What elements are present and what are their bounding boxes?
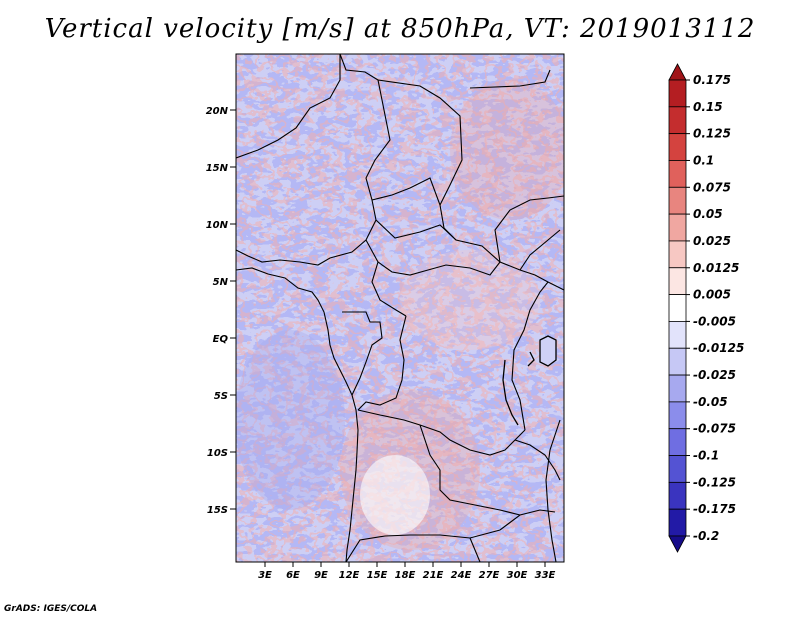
colorbar-swatch [668,106,687,135]
svg-text:5N: 5N [213,277,229,288]
svg-text:12E: 12E [339,570,360,581]
colorbar-label: 0.125 [693,127,731,141]
map-frame [235,53,565,563]
colorbar-label: -0.075 [693,422,736,436]
svg-text:20N: 20N [206,106,229,117]
colorbar-swatch [668,294,687,322]
colorbar-label: -0.05 [693,395,728,409]
lon-tick-18e: 18E [395,562,416,581]
svg-text:9E: 9E [314,570,328,581]
colorbar-label: -0.2 [693,529,719,543]
lon-tick-30e: 30E [507,562,528,581]
svg-text:6E: 6E [286,570,300,581]
colorbar-label: -0.025 [693,368,736,382]
lat-tick-20n: 20N [206,106,236,117]
lat-tick-10s: 10S [207,448,236,459]
colorbar-label: 0.1 [693,153,714,167]
colorbar-label: -0.0125 [693,341,744,355]
colorbar-swatch [668,428,687,456]
svg-text:3E: 3E [258,570,272,581]
lat-tick-5n: 5N [213,277,236,288]
colorbar-swatch [668,213,687,242]
colorbar-label: 0.0125 [693,261,739,275]
svg-text:24E: 24E [451,570,472,581]
colorbar-labels: 0.175 0.15 0.125 0.1 0.075 0.05 0.025 0.0125 0.0… [686,73,744,543]
svg-text:10S: 10S [207,448,228,459]
lon-tick-33e: 33E [535,562,556,581]
colorbar-label: 0.005 [693,288,731,302]
colorbar-label: 0.075 [693,180,731,194]
svg-text:33E: 33E [535,570,556,581]
colorbar-label: -0.1 [693,449,719,463]
lat-tick-15n: 15N [206,163,236,174]
lon-tick-24e: 24E [451,562,472,581]
colorbar-label: -0.175 [693,502,736,516]
colorbar-label: -0.125 [693,475,736,489]
lat-tick-eq: EQ [213,334,236,345]
colorbar-swatch [668,481,687,510]
colorbar-swatch [668,79,687,108]
svg-text:10N: 10N [206,220,229,231]
colorbar-swatch [668,160,687,188]
svg-text:18E: 18E [395,570,416,581]
colorbar-swatches [668,63,687,553]
grads-credit: GrADS: IGES/COLA [4,604,98,614]
svg-text:15S: 15S [207,505,228,516]
chart-title: Vertical velocity [m/s] at 850hPa, VT: 2… [44,14,756,44]
latitude-axis: 20N 15N 10N 5N EQ 5S 10S 15S [206,106,236,516]
colorbar-swatch [668,133,687,161]
colorbar-swatch [668,63,687,81]
colorbar-swatch [668,240,687,269]
colorbar-swatch [668,267,687,295]
svg-text:30E: 30E [507,570,528,581]
lon-tick-9e: 9E [314,562,328,581]
colorbar-label: -0.005 [693,314,736,328]
colorbar-swatch [668,374,687,403]
colorbar: 0.175 0.15 0.125 0.1 0.075 0.05 0.025 0.0125 0.0… [668,63,744,553]
lon-tick-15e: 15E [367,562,388,581]
lon-tick-27e: 27E [479,562,500,581]
svg-text:15N: 15N [206,163,229,174]
lon-tick-3e: 3E [258,562,272,581]
lon-tick-21e: 21E [423,562,444,581]
lat-tick-5s: 5S [214,391,236,402]
svg-text:EQ: EQ [213,334,229,345]
colorbar-swatch [668,535,687,553]
colorbar-swatch [668,508,687,537]
svg-text:27E: 27E [479,570,500,581]
colorbar-label: 0.05 [693,207,723,221]
colorbar-swatch [668,455,687,483]
colorbar-swatch [668,186,687,215]
colorbar-label: 0.175 [693,73,731,87]
colorbar-swatch [668,321,687,349]
colorbar-label: 0.025 [693,234,731,248]
colorbar-swatch [668,401,687,430]
lat-tick-15s: 15S [207,505,236,516]
svg-text:21E: 21E [423,570,444,581]
lon-tick-12e: 12E [339,562,360,581]
colorbar-label: 0.15 [693,100,723,114]
svg-text:15E: 15E [367,570,388,581]
longitude-axis: 3E 6E 9E 12E 15E 18E 21E 24E 27E 30E 33E [258,562,556,581]
lon-tick-6e: 6E [286,562,300,581]
svg-text:5S: 5S [214,391,228,402]
velocity-field [236,54,564,562]
colorbar-swatch [668,347,687,376]
lat-tick-10n: 10N [206,220,236,231]
